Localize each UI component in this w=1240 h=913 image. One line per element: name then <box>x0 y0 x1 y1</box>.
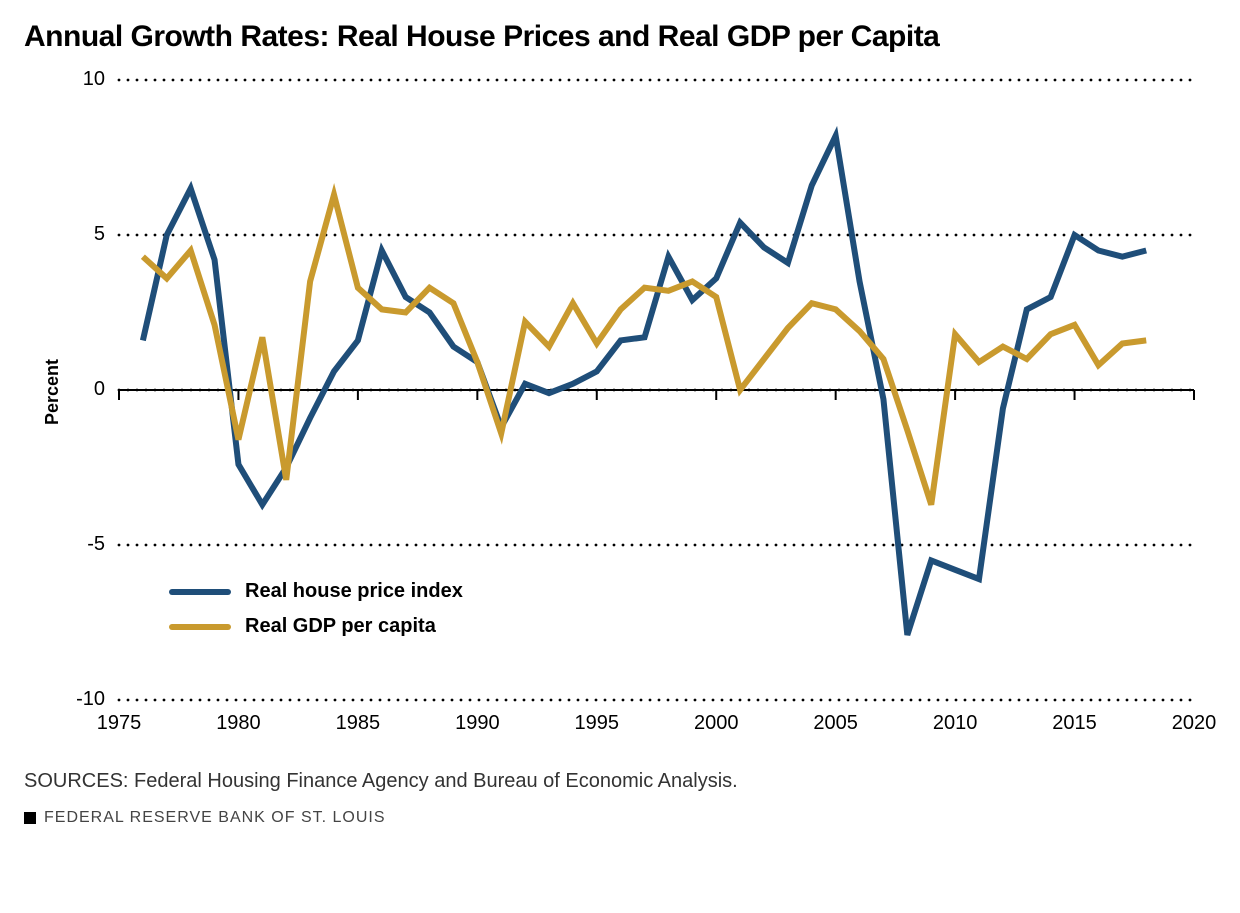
x-tick-label: 1980 <box>213 712 263 735</box>
legend-item-house: Real house price index <box>169 580 463 603</box>
x-tick-label: 2015 <box>1050 712 1100 735</box>
legend-swatch <box>169 624 231 630</box>
legend: Real house price index Real GDP per capit… <box>169 580 463 650</box>
y-axis-label: Percent <box>42 359 63 425</box>
attribution: FEDERAL RESERVE BANK OF ST. LOUIS <box>24 809 1216 827</box>
x-tick-label: 2020 <box>1169 712 1219 735</box>
x-tick-label: 2000 <box>691 712 741 735</box>
gridline <box>118 79 1192 82</box>
sources-text: SOURCES: Federal Housing Finance Agency … <box>24 770 1216 793</box>
legend-swatch <box>169 589 231 595</box>
x-tick-label: 2005 <box>811 712 861 735</box>
series-line-house <box>143 136 1146 635</box>
y-tick-label: 5 <box>94 223 105 246</box>
y-tick-label: -10 <box>76 688 105 711</box>
legend-label: Real GDP per capita <box>245 615 436 638</box>
gridline <box>118 234 1192 237</box>
legend-label: Real house price index <box>245 580 463 603</box>
y-tick-label: 0 <box>94 378 105 401</box>
gridline <box>118 699 1192 702</box>
x-tick-label: 1995 <box>572 712 622 735</box>
y-tick-label: 10 <box>83 68 105 91</box>
x-tick-label: 1990 <box>452 712 502 735</box>
page-root: Annual Growth Rates: Real House Prices a… <box>0 0 1240 913</box>
legend-item-gdp: Real GDP per capita <box>169 615 463 638</box>
y-tick-label: -5 <box>87 533 105 556</box>
gridline <box>118 544 1192 547</box>
x-tick-label: 1975 <box>94 712 144 735</box>
chart-title: Annual Growth Rates: Real House Prices a… <box>24 20 1216 54</box>
attribution-text: FEDERAL RESERVE BANK OF ST. LOUIS <box>44 809 386 827</box>
attribution-square-icon <box>24 812 36 824</box>
chart-area: Percent Real house price index Real GDP p… <box>24 60 1204 740</box>
x-tick-label: 2010 <box>930 712 980 735</box>
x-tick-label: 1985 <box>333 712 383 735</box>
